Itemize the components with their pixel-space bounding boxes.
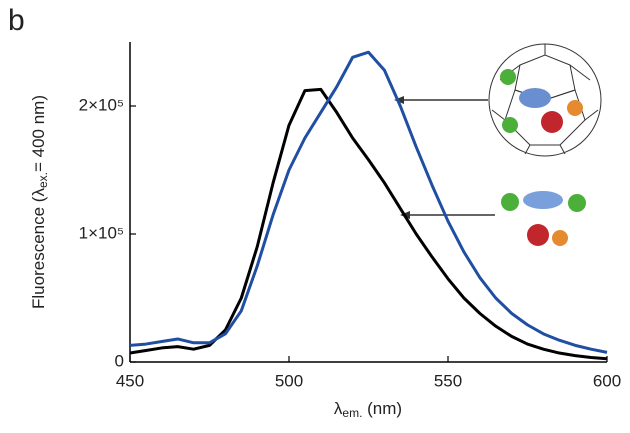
arrows bbox=[394, 96, 495, 219]
x-label-part: λ bbox=[334, 399, 343, 418]
line-series bbox=[129, 87, 608, 361]
cage-inset bbox=[488, 43, 602, 157]
y-label-sub: ex. bbox=[36, 172, 50, 188]
x-tick-label: 600 bbox=[593, 371, 621, 390]
y-tick-label: 2×10⁵ bbox=[79, 95, 124, 114]
panel-label: b bbox=[8, 4, 25, 37]
x-tick-label: 500 bbox=[275, 371, 303, 390]
line-series bbox=[129, 50, 608, 354]
free-inset bbox=[501, 191, 586, 246]
y-label-part: Fluorescence (λ bbox=[29, 188, 48, 309]
y-tick-label: 1×10⁵ bbox=[79, 223, 124, 242]
x-label-part: (nm) bbox=[362, 399, 402, 418]
x-tick-label: 450 bbox=[116, 371, 144, 390]
x-label-sub: em. bbox=[342, 406, 362, 420]
x-tick-label: 550 bbox=[434, 371, 462, 390]
y-axis-label: Fluorescence (λex.= 400 nm) bbox=[29, 95, 50, 309]
x-axis-label: λem. (nm) bbox=[334, 399, 402, 420]
y-tick-label: 0 bbox=[115, 351, 124, 370]
y-label-part: = 400 nm) bbox=[29, 95, 48, 172]
